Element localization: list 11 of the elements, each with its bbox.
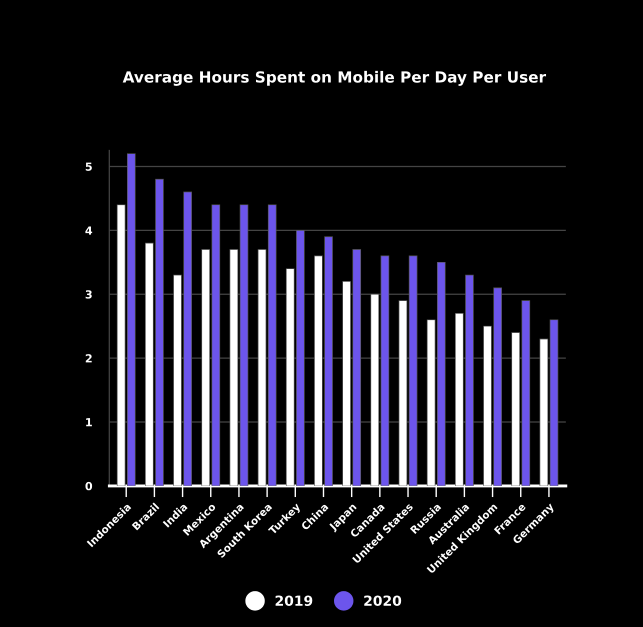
y-tick-label: 5: [86, 162, 92, 171]
bar: [324, 236, 333, 486]
y-tick-label: 3: [86, 290, 92, 299]
y-tick-label: 1: [86, 418, 92, 426]
y-tick-label: 4: [85, 226, 92, 235]
y-tick-label: 0: [85, 482, 92, 490]
chart-title: Average Hours Spent on Mobile Per Day Per User: [122, 70, 546, 86]
bar: [408, 256, 418, 486]
legend-label: 2019: [276, 595, 312, 606]
legend-label: 2020: [364, 595, 402, 606]
y-tick-label: 2: [86, 354, 92, 362]
